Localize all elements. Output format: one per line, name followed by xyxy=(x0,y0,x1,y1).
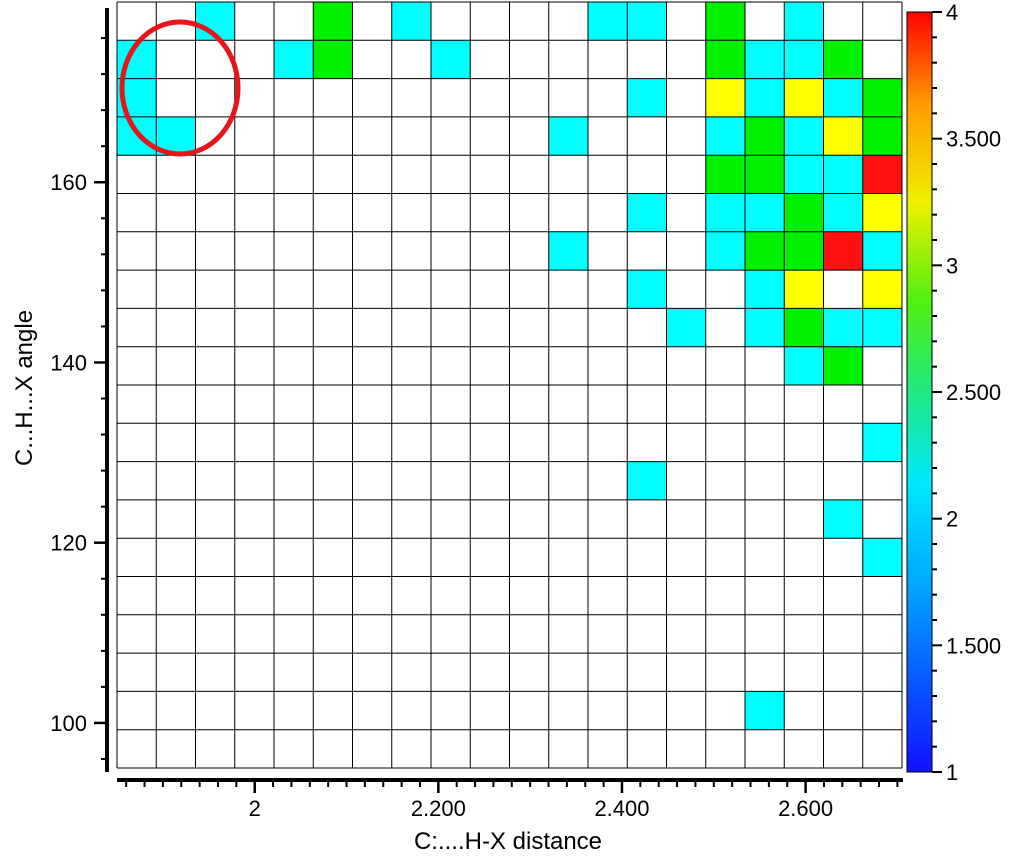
heatmap-cell xyxy=(705,2,745,41)
axis-labels: 2 2.200 2.400 2.600 160 140 120 100 C:....H-X di… xyxy=(11,170,833,855)
colorbar-tick-label: 2 xyxy=(946,507,958,532)
heatmap-cell xyxy=(823,116,863,156)
heatmap-cell xyxy=(666,308,706,347)
heatmap-cell xyxy=(862,155,902,194)
heatmap-cell xyxy=(862,308,902,347)
heatmap-cell xyxy=(745,78,785,117)
heatmap-cell xyxy=(823,193,863,232)
heatmap-cell xyxy=(784,346,824,385)
heatmap-cell xyxy=(823,231,863,271)
heatmap-cell xyxy=(823,40,863,79)
colorbar-tick-label: 3 xyxy=(946,253,958,278)
heatmap-cell xyxy=(548,116,588,156)
y-tick-label: 100 xyxy=(50,711,87,736)
x-axis-title: C:....H-X distance xyxy=(414,828,602,855)
y-tick-label: 120 xyxy=(50,531,87,556)
highlight-ellipse xyxy=(119,19,241,157)
x-tick-label: 2.200 xyxy=(411,796,466,821)
heatmap-cell xyxy=(862,231,902,271)
heatmap-cell xyxy=(823,78,863,117)
heatmap-cell xyxy=(313,2,353,41)
heatmap-cell xyxy=(862,116,902,156)
heatmap-cell xyxy=(431,40,471,79)
heatmap-cell xyxy=(745,231,785,271)
heatmap-cell xyxy=(117,116,157,156)
heatmap-cell xyxy=(862,538,902,577)
heatmap-cell xyxy=(784,155,824,194)
heatmap-cell xyxy=(627,2,667,41)
heatmap-cell xyxy=(745,691,785,730)
heatmap-cell xyxy=(784,40,824,79)
heatmap-cell xyxy=(862,270,902,309)
heatmap-cell xyxy=(745,308,785,347)
heatmap-cell xyxy=(627,461,667,500)
heatmap-cell xyxy=(784,193,824,232)
heatmap-cell xyxy=(705,155,745,194)
y-tick-label: 140 xyxy=(50,350,87,375)
heatmap-cell xyxy=(823,499,863,539)
heatmap-cell xyxy=(745,40,785,79)
heatmap-cell xyxy=(705,193,745,232)
x-tick-label: 2 xyxy=(249,796,261,821)
heatmap-cell xyxy=(705,116,745,156)
heatmap-cell xyxy=(548,231,588,271)
heatmap-cell xyxy=(627,270,667,309)
heatmap-cell xyxy=(274,40,314,79)
heatmap-cell xyxy=(823,155,863,194)
y-axis-title: C...H...X angle xyxy=(11,310,38,466)
y-tick-label: 160 xyxy=(50,170,87,195)
x-tick-label: 2.600 xyxy=(778,796,833,821)
heatmap-cell xyxy=(784,2,824,41)
heatmap-cell xyxy=(391,2,431,41)
heatmap-cell xyxy=(784,78,824,117)
heatmap-cell xyxy=(627,193,667,232)
heatmap-cell xyxy=(705,40,745,79)
heatmap-cell xyxy=(823,346,863,385)
colorbar-tick-label: 3.500 xyxy=(946,127,1001,152)
colorbar-tick-label: 1.500 xyxy=(946,633,1001,658)
heatmap-cell xyxy=(862,193,902,232)
heatmap-cell xyxy=(823,308,863,347)
colorbar-gradient xyxy=(906,11,933,773)
heatmap-cell xyxy=(745,270,785,309)
axes xyxy=(94,8,903,793)
heatmap-cell xyxy=(588,2,628,41)
colorbar-tick-label: 2.500 xyxy=(946,380,1001,405)
heatmap-cell xyxy=(627,78,667,117)
heatmap-cell xyxy=(705,231,745,271)
colorbar-tick-label: 4 xyxy=(946,0,958,25)
heatmap-cell xyxy=(745,193,785,232)
heatmap-cell xyxy=(862,78,902,117)
heatmap-cell xyxy=(784,270,824,309)
x-tick-label: 2.400 xyxy=(594,796,649,821)
heatmap-cell xyxy=(313,40,353,79)
heatmap-cell xyxy=(745,116,785,156)
grid-lines xyxy=(116,1,903,769)
heatmap-cell xyxy=(784,116,824,156)
heatmap-cells xyxy=(117,2,902,730)
heatmap-cell xyxy=(745,155,785,194)
colorbar: 4 3.500 3 2.500 2 1.500 1 xyxy=(906,0,1001,785)
heatmap-cell xyxy=(862,423,902,462)
heatmap-cell xyxy=(705,78,745,117)
heatmap-cell xyxy=(784,231,824,271)
heatmap-cell xyxy=(784,308,824,347)
colorbar-tick-label: 1 xyxy=(946,760,958,785)
